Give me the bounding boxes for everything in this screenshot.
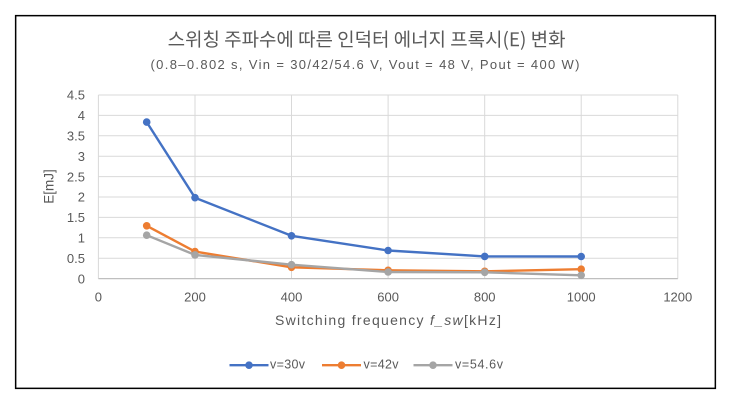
svg-text:E[mJ]: E[mJ] [41, 169, 56, 204]
svg-text:1: 1 [78, 231, 85, 246]
svg-text:4.5: 4.5 [67, 88, 85, 103]
svg-text:3.5: 3.5 [67, 129, 85, 144]
svg-text:1.5: 1.5 [67, 210, 85, 225]
svg-text:400: 400 [281, 290, 303, 305]
svg-text:600: 600 [377, 290, 399, 305]
svg-text:1200: 1200 [663, 290, 692, 305]
svg-text:1000: 1000 [567, 290, 596, 305]
svg-text:0: 0 [95, 290, 102, 305]
svg-text:2: 2 [78, 190, 85, 205]
svg-text:0: 0 [78, 271, 85, 286]
svg-text:v=30v: v=30v [270, 358, 306, 372]
svg-text:800: 800 [474, 290, 496, 305]
svg-text:4: 4 [78, 108, 85, 123]
svg-text:0.5: 0.5 [67, 251, 85, 266]
svg-text:Switching frequency f_sw[kHz]: Switching frequency f_sw[kHz] [275, 312, 501, 328]
svg-text:v=54.6v: v=54.6v [455, 358, 504, 372]
svg-text:(0.8–0.802 s, Vin = 30/42/54.6: (0.8–0.802 s, Vin = 30/42/54.6 V, Vout =… [151, 57, 580, 72]
svg-text:200: 200 [184, 290, 206, 305]
svg-text:2.5: 2.5 [67, 169, 85, 184]
svg-text:v=42v: v=42v [364, 358, 400, 372]
svg-text:3: 3 [78, 149, 85, 164]
